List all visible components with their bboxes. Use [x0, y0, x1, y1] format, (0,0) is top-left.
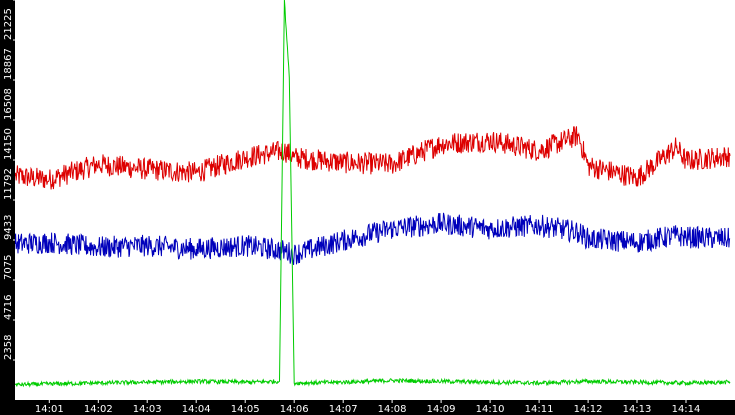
y-tick-label: 4716	[3, 295, 14, 320]
x-tick-label: 14:14	[672, 404, 701, 415]
x-tick-label: 14:08	[378, 404, 407, 415]
x-tick-label: 14:11	[525, 404, 554, 415]
x-tick-label: 14:05	[231, 404, 260, 415]
series-line-1	[14, 126, 731, 190]
x-tick-label: 14:04	[182, 404, 211, 415]
x-tick-label: 14:10	[476, 404, 505, 415]
x-tick-label: 14:06	[280, 404, 309, 415]
series-layer	[14, 0, 731, 388]
x-tick-label: 14:02	[84, 404, 113, 415]
y-tick-label: 14150	[3, 128, 14, 160]
x-tick-label: 14:01	[35, 404, 64, 415]
y-tick-label: 7075	[3, 255, 14, 280]
y-tick-label: 2358	[3, 335, 14, 360]
series-line-2	[14, 212, 731, 266]
y-axis-band	[0, 0, 15, 400]
x-tick-label: 14:09	[427, 404, 456, 415]
x-tick-label: 14:12	[574, 404, 603, 415]
y-tick-label: 16508	[3, 88, 14, 120]
x-tick-label: 14:13	[623, 404, 652, 415]
x-tick-label: 14:07	[329, 404, 358, 415]
x-axis-band	[0, 400, 735, 415]
series-line-3	[14, 0, 731, 388]
y-tick-label: 9433	[3, 215, 14, 240]
y-axis-ticks: 2358 4716 7075 9433 11792 14150 16508 18867 2122…	[3, 0, 15, 361]
x-axis-ticks: 14:01 14:02 14:03 14:04 14:05 14:06 14:07 14:08…	[35, 400, 701, 415]
y-tick-label: 11792	[3, 168, 14, 200]
x-tick-label: 14:03	[133, 404, 162, 415]
y-tick-label: 21225	[3, 8, 14, 40]
y-tick-label: 18867	[3, 48, 14, 80]
